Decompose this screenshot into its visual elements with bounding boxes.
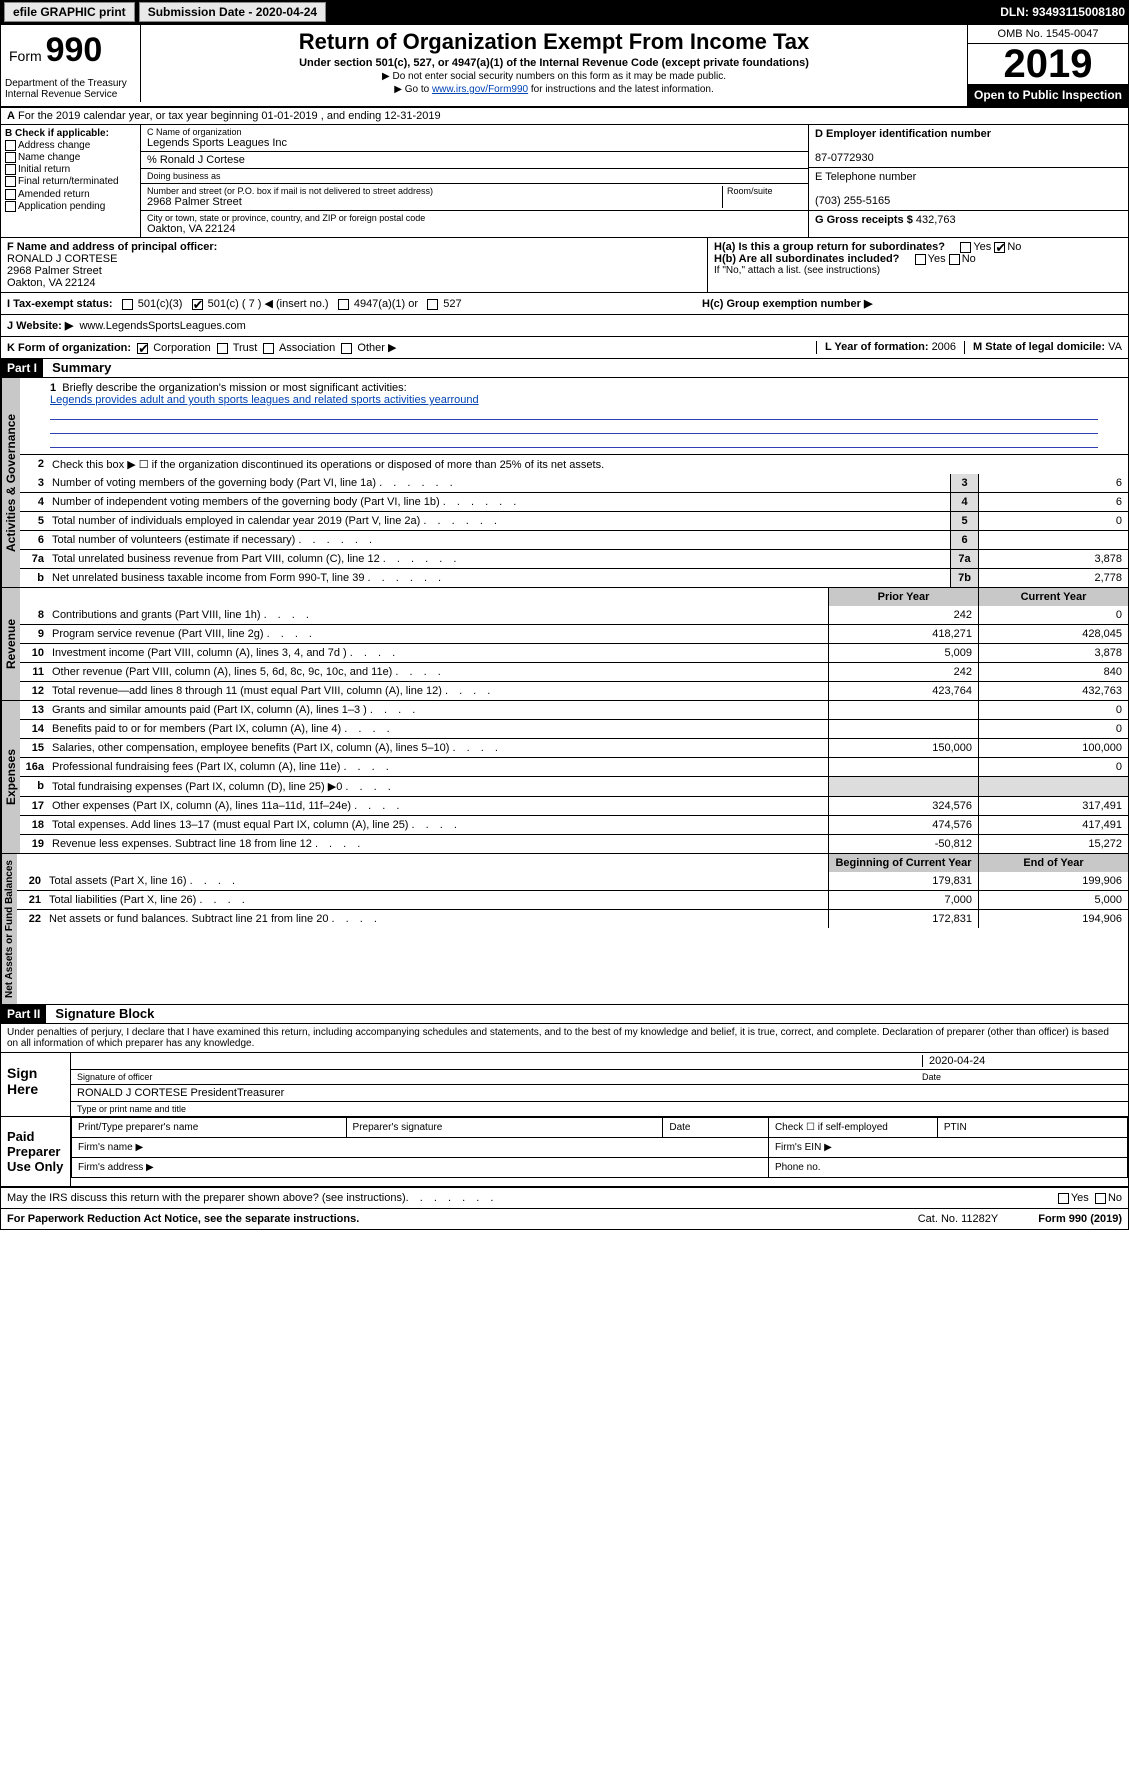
hdr-current: Current Year bbox=[978, 588, 1128, 606]
top-bar: efile GRAPHIC print Submission Date - 20… bbox=[0, 0, 1129, 24]
data-row: 15Salaries, other compensation, employee… bbox=[20, 738, 1128, 757]
submission-btn[interactable]: Submission Date - 2020-04-24 bbox=[139, 2, 326, 22]
open-inspection: Open to Public Inspection bbox=[968, 84, 1128, 106]
gov-row: 6Total number of volunteers (estimate if… bbox=[20, 530, 1128, 549]
part2-tag: Part II bbox=[1, 1005, 46, 1023]
tab-net: Net Assets or Fund Balances bbox=[1, 854, 17, 1004]
form-title: Return of Organization Exempt From Incom… bbox=[149, 29, 959, 55]
sig-officer-label: Signature of officer bbox=[77, 1072, 922, 1082]
data-row: 22Net assets or fund balances. Subtract … bbox=[17, 909, 1128, 928]
data-row: 12Total revenue—add lines 8 through 11 (… bbox=[20, 681, 1128, 700]
phone: (703) 255-5165 bbox=[815, 195, 890, 207]
data-row: 19Revenue less expenses. Subtract line 1… bbox=[20, 834, 1128, 853]
city: Oakton, VA 22124 bbox=[147, 223, 802, 235]
gov-row: 5Total number of individuals employed in… bbox=[20, 511, 1128, 530]
line-a: A For the 2019 calendar year, or tax yea… bbox=[1, 108, 1128, 125]
data-row: 9Program service revenue (Part VIII, lin… bbox=[20, 624, 1128, 643]
pra-notice: For Paperwork Reduction Act Notice, see … bbox=[7, 1213, 359, 1225]
form-id: Form 990 bbox=[1, 25, 141, 76]
omb-cell: OMB No. 1545-0047 2019 Open to Public In… bbox=[968, 25, 1128, 106]
care-of: % Ronald J Cortese bbox=[147, 154, 802, 166]
col-c: C Name of organization Legends Sports Le… bbox=[141, 125, 808, 237]
data-row: 11Other revenue (Part VIII, column (A), … bbox=[20, 662, 1128, 681]
col-right: D Employer identification number 87-0772… bbox=[808, 125, 1128, 237]
gross-receipts: 432,763 bbox=[916, 214, 956, 226]
gov-row: 3Number of voting members of the governi… bbox=[20, 474, 1128, 492]
tax-exempt-status: I Tax-exempt status: 501(c)(3) 501(c) ( … bbox=[1, 293, 1128, 315]
dln: DLN: 93493115008180 bbox=[1000, 5, 1125, 19]
part1-tag: Part I bbox=[1, 359, 43, 377]
hdr-end: End of Year bbox=[978, 854, 1128, 872]
data-row: 13Grants and similar amounts paid (Part … bbox=[20, 701, 1128, 719]
ein: 87-0772930 bbox=[815, 152, 874, 164]
data-row: 14Benefits paid to or for members (Part … bbox=[20, 719, 1128, 738]
cat-no: Cat. No. 11282Y bbox=[918, 1213, 999, 1225]
subtitle: Under section 501(c), 527, or 4947(a)(1)… bbox=[149, 57, 959, 69]
note-link: ▶ Go to www.irs.gov/Form990 for instruct… bbox=[149, 84, 959, 95]
tax-year: 2019 bbox=[968, 44, 1128, 84]
col-b: B Check if applicable: Address change Na… bbox=[1, 125, 141, 237]
data-row: 10Investment income (Part VIII, column (… bbox=[20, 643, 1128, 662]
form-ref: Form 990 (2019) bbox=[1038, 1213, 1122, 1225]
efile-btn[interactable]: efile GRAPHIC print bbox=[4, 2, 135, 22]
dept: Department of the Treasury Internal Reve… bbox=[1, 76, 141, 102]
tab-governance: Activities & Governance bbox=[1, 378, 20, 587]
mission-text[interactable]: Legends provides adult and youth sports … bbox=[50, 394, 479, 406]
hdr-prior: Prior Year bbox=[828, 588, 978, 606]
perjury: Under penalties of perjury, I declare th… bbox=[1, 1024, 1128, 1053]
gov-row: 7aTotal unrelated business revenue from … bbox=[20, 549, 1128, 568]
data-row: 16aProfessional fundraising fees (Part I… bbox=[20, 757, 1128, 776]
tab-expenses: Expenses bbox=[1, 701, 20, 853]
website: www.LegendsSportsLeagues.com bbox=[79, 320, 245, 332]
officer: F Name and address of principal officer:… bbox=[1, 238, 708, 292]
sign-here-label: Sign Here bbox=[1, 1053, 71, 1116]
part1-title: Summary bbox=[46, 358, 117, 377]
hdr-begin: Beginning of Current Year bbox=[828, 854, 978, 872]
data-row: bTotal fundraising expenses (Part IX, co… bbox=[20, 776, 1128, 796]
title-cell: Return of Organization Exempt From Incom… bbox=[141, 25, 968, 106]
website-row: J Website: ▶ www.LegendsSportsLeagues.co… bbox=[1, 315, 1128, 337]
preparer-table: Print/Type preparer's name Preparer's si… bbox=[71, 1117, 1128, 1178]
h-section: H(a) Is this a group return for subordin… bbox=[708, 238, 1128, 292]
officer-name: RONALD J CORTESE PresidentTreasurer bbox=[77, 1087, 1122, 1099]
data-row: 18Total expenses. Add lines 13–17 (must … bbox=[20, 815, 1128, 834]
data-row: 8Contributions and grants (Part VIII, li… bbox=[20, 606, 1128, 624]
mission: 1 Briefly describe the organization's mi… bbox=[20, 378, 1128, 454]
sig-date: 2020-04-24 bbox=[922, 1055, 1122, 1067]
gov-row: bNet unrelated business taxable income f… bbox=[20, 568, 1128, 587]
discuss-row: May the IRS discuss this return with the… bbox=[1, 1187, 1128, 1208]
k-row: K Form of organization: Corporation Trus… bbox=[1, 337, 1128, 359]
data-row: 21Total liabilities (Part X, line 26) . … bbox=[17, 890, 1128, 909]
note-ssn: ▶ Do not enter social security numbers o… bbox=[149, 71, 959, 82]
org-name: Legends Sports Leagues Inc bbox=[147, 137, 802, 149]
instructions-link[interactable]: www.irs.gov/Form990 bbox=[432, 84, 528, 95]
gov-row: 4Number of independent voting members of… bbox=[20, 492, 1128, 511]
data-row: 20Total assets (Part X, line 16) . . . .… bbox=[17, 872, 1128, 890]
street: 2968 Palmer Street bbox=[147, 196, 722, 208]
form-container: Form 990 Department of the Treasury Inte… bbox=[0, 24, 1129, 1230]
paid-prep-label: Paid Preparer Use Only bbox=[1, 1117, 71, 1186]
tab-revenue: Revenue bbox=[1, 588, 20, 700]
part2-title: Signature Block bbox=[49, 1004, 160, 1023]
data-row: 17Other expenses (Part IX, column (A), l… bbox=[20, 796, 1128, 815]
